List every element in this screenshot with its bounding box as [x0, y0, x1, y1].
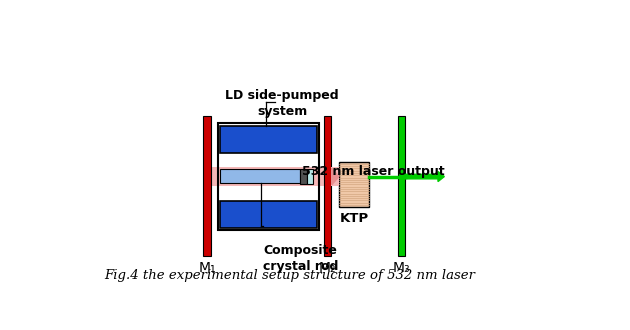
FancyArrow shape	[405, 172, 444, 182]
Text: M₂: M₂	[319, 261, 336, 275]
Text: LD side-pumped
system: LD side-pumped system	[226, 89, 339, 118]
Text: 532 nm laser output: 532 nm laser output	[302, 165, 445, 178]
Bar	[324, 116, 331, 255]
Bar	[220, 126, 317, 153]
Bar	[307, 169, 314, 184]
Bar	[203, 116, 210, 255]
Bar	[220, 169, 300, 183]
Bar	[331, 167, 340, 186]
Text: M₁: M₁	[198, 261, 216, 275]
FancyArrow shape	[332, 168, 339, 185]
Bar	[300, 169, 307, 184]
Bar	[398, 116, 405, 255]
Text: M₃: M₃	[392, 261, 410, 275]
Bar	[340, 162, 369, 207]
Bar	[203, 167, 337, 186]
Text: Composite
crystal rod: Composite crystal rod	[263, 244, 338, 273]
Bar	[220, 201, 317, 228]
Text: KTP: KTP	[340, 212, 369, 225]
Text: Fig.4 the experimental setup structure of 532 nm laser: Fig.4 the experimental setup structure o…	[105, 269, 476, 282]
Bar	[218, 123, 319, 230]
